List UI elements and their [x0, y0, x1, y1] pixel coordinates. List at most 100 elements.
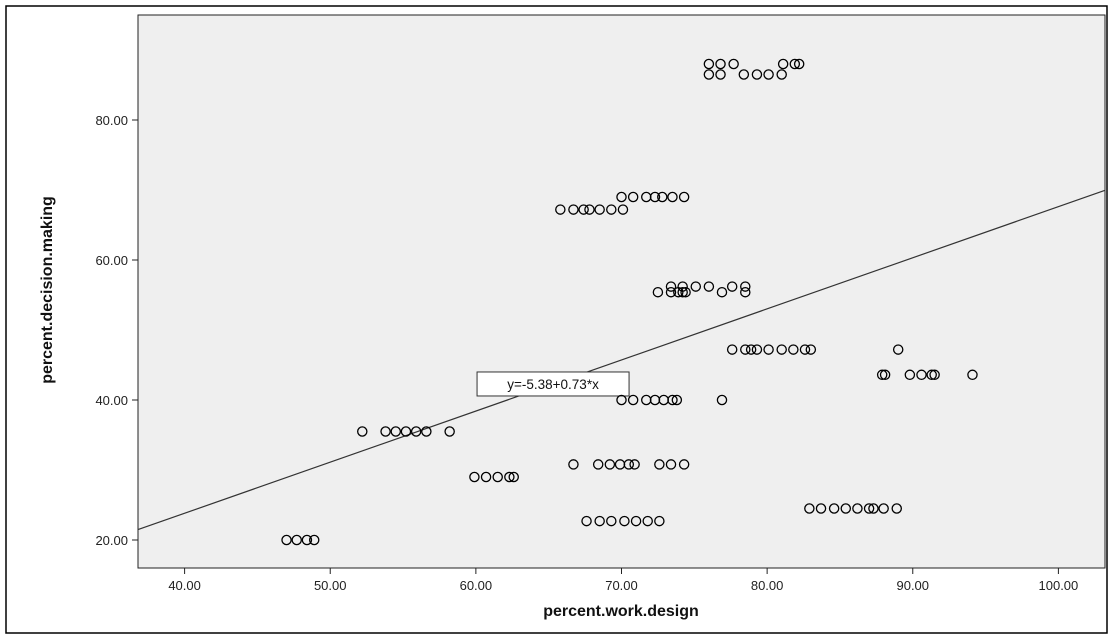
equation-box	[476, 371, 630, 397]
data-point	[606, 515, 617, 527]
data-point	[726, 344, 738, 355]
x-axis-title: percent.work.design	[543, 603, 699, 620]
data-point	[789, 58, 801, 70]
data-point	[776, 344, 787, 355]
y-axis: 20.00 40.00 60.00 80.00	[95, 113, 138, 548]
data-point	[703, 58, 715, 70]
data-point	[630, 515, 642, 527]
data-point	[594, 204, 605, 215]
data-point	[738, 69, 750, 80]
x-tick-label: 40.00	[168, 578, 201, 593]
data-point	[715, 58, 726, 70]
data-point	[308, 534, 320, 546]
data-point	[715, 69, 726, 80]
data-point	[929, 369, 940, 381]
x-tick-label: 50.00	[314, 578, 347, 593]
data-point	[654, 515, 665, 527]
data-points	[281, 58, 978, 546]
data-point	[654, 459, 665, 470]
data-point	[642, 515, 653, 527]
data-point	[629, 459, 640, 470]
data-point	[281, 534, 292, 546]
data-point	[690, 281, 702, 292]
data-point	[892, 344, 904, 355]
data-point	[799, 344, 811, 355]
x-tick-label: 100.00	[1039, 578, 1079, 593]
data-point	[815, 503, 827, 514]
data-point	[444, 426, 455, 437]
data-point	[740, 344, 751, 355]
data-point	[763, 344, 774, 355]
data-point	[828, 503, 840, 514]
data-point	[703, 69, 715, 80]
data-point	[357, 426, 368, 437]
data-point	[677, 286, 688, 298]
data-point	[555, 204, 566, 215]
x-tick-label: 90.00	[896, 578, 929, 593]
y-tick-label: 60.00	[95, 253, 128, 268]
data-point	[878, 503, 889, 514]
data-point	[508, 471, 519, 483]
data-point	[916, 369, 927, 381]
data-point	[504, 471, 515, 483]
data-point	[616, 191, 627, 203]
equation-label: y=-5.38+0.73*x	[507, 377, 599, 392]
data-point	[627, 394, 639, 406]
data-point	[804, 503, 815, 514]
x-axis: 40.00 50.00 60.00 70.00 80.00 90.00 100.00	[168, 568, 1078, 593]
data-point	[617, 204, 629, 215]
data-point	[649, 191, 661, 203]
data-point	[678, 459, 690, 470]
data-point	[671, 394, 683, 406]
data-point	[751, 344, 763, 355]
data-point	[578, 204, 589, 215]
data-point	[291, 534, 302, 546]
data-point	[776, 69, 787, 80]
data-point	[301, 534, 313, 546]
data-point	[616, 394, 627, 406]
data-point	[793, 58, 805, 70]
data-point	[606, 204, 617, 215]
x-tick-label: 70.00	[605, 578, 638, 593]
fit-line	[137, 189, 1106, 531]
data-point	[568, 459, 579, 470]
data-point	[410, 426, 422, 437]
x-tick-label: 80.00	[751, 578, 784, 593]
data-point	[677, 281, 688, 292]
data-point	[623, 459, 635, 470]
data-point	[667, 191, 678, 203]
data-point	[665, 459, 677, 470]
data-point	[492, 471, 503, 483]
data-point	[904, 369, 916, 381]
data-point	[592, 459, 604, 470]
data-point	[728, 58, 739, 70]
data-point	[876, 369, 888, 381]
data-point	[480, 471, 492, 483]
data-point	[788, 344, 799, 355]
fit-line-group: y=-5.38+0.73*x	[137, 189, 1106, 531]
data-point	[594, 515, 605, 527]
data-point	[763, 69, 774, 80]
data-point	[421, 426, 432, 437]
data-point	[967, 369, 978, 381]
data-point	[863, 503, 875, 514]
data-point	[879, 369, 891, 381]
data-point	[745, 344, 757, 355]
data-point	[678, 191, 690, 203]
plot-area	[137, 14, 1106, 569]
data-point	[840, 503, 852, 514]
data-point	[619, 515, 630, 527]
data-point	[680, 286, 691, 298]
data-point	[703, 281, 715, 292]
data-point	[604, 459, 616, 470]
data-point	[667, 394, 678, 406]
y-tick-label: 40.00	[95, 393, 128, 408]
data-point	[400, 426, 412, 437]
data-point	[926, 369, 937, 381]
data-point	[891, 503, 902, 514]
data-point	[751, 69, 763, 80]
data-point	[665, 281, 677, 292]
data-point	[740, 281, 751, 292]
data-point	[665, 286, 677, 298]
